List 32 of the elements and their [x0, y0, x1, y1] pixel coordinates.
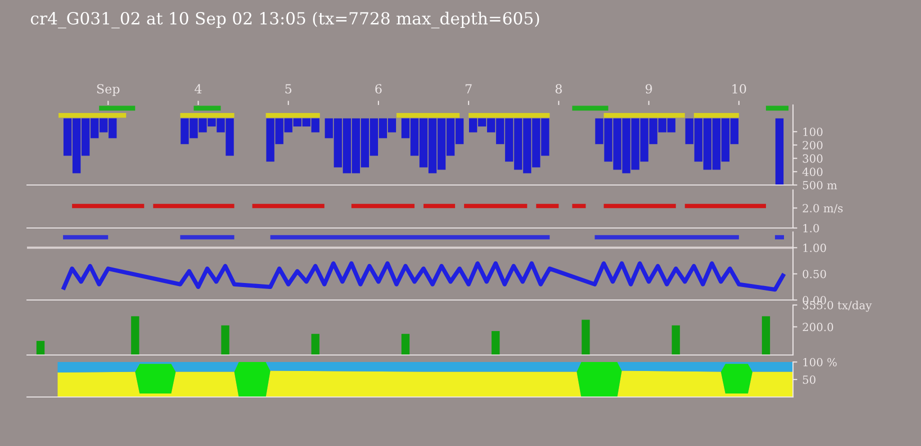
- y-tick-label: 500 m: [802, 180, 837, 190]
- x-tick-label: 8: [556, 84, 562, 94]
- bar: [762, 316, 770, 355]
- y-tick-label: 200.0: [802, 322, 834, 332]
- bar: [672, 325, 680, 355]
- x-tick-label: Sep: [97, 84, 120, 96]
- bar: [311, 334, 320, 355]
- bar: [401, 334, 410, 355]
- y-tick-label: 200: [802, 140, 822, 150]
- bar: [582, 320, 590, 355]
- y-tick-label: 1.0: [803, 224, 819, 232]
- y-tick-label: 1.00: [803, 244, 826, 252]
- chart-title: cr4_G031_02 at 10 Sep 02 13:05 (tx=7728 max_depth=605): [30, 12, 540, 28]
- y-tick-label: 300: [802, 154, 822, 163]
- x-tick-label: 9: [646, 84, 652, 94]
- bar: [221, 325, 230, 355]
- y-tick-label: 100 %: [803, 358, 837, 366]
- y-tick-label: 0.50: [802, 270, 826, 278]
- line-series: [60, 261, 786, 292]
- x-tick-label: 10: [732, 84, 746, 94]
- bar: [36, 340, 45, 355]
- x-tick-label: 7: [466, 84, 472, 94]
- y-tick-label: 2.0 m/s: [802, 204, 843, 214]
- x-tick-label: 4: [194, 84, 202, 94]
- y-tick-label: 50: [802, 375, 816, 384]
- bar: [131, 316, 140, 355]
- x-tick-label: 5: [285, 84, 292, 94]
- y-tick-label: 400: [802, 168, 822, 176]
- x-tick-label: 6: [375, 84, 382, 94]
- bar: [775, 118, 784, 185]
- bar: [492, 331, 500, 355]
- y-tick-label: 100: [803, 128, 822, 136]
